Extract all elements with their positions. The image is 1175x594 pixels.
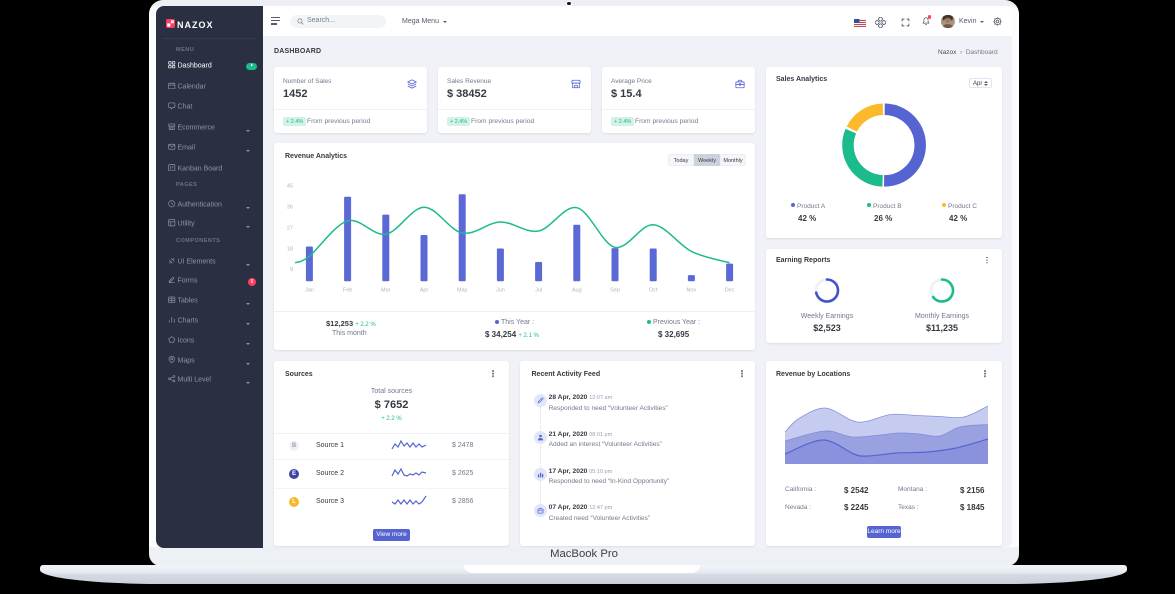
- svg-text:Apr: Apr: [420, 288, 429, 294]
- svg-text:Dec: Dec: [725, 288, 735, 294]
- svg-text:May: May: [457, 288, 468, 294]
- svg-text:Nov: Nov: [687, 288, 697, 294]
- svg-text:Feb: Feb: [343, 288, 352, 294]
- svg-text:18: 18: [287, 247, 293, 253]
- svg-text:45: 45: [287, 184, 293, 190]
- svg-text:9: 9: [290, 267, 293, 273]
- svg-text:Mar: Mar: [381, 288, 391, 294]
- svg-text:Sep: Sep: [610, 288, 620, 294]
- svg-text:Jan: Jan: [305, 288, 314, 294]
- svg-text:Aug: Aug: [572, 288, 582, 294]
- svg-text:27: 27: [287, 226, 293, 232]
- svg-text:Jun: Jun: [496, 288, 505, 294]
- svg-text:Oct: Oct: [649, 288, 658, 294]
- svg-text:36: 36: [287, 205, 293, 211]
- svg-text:Jul: Jul: [535, 288, 542, 294]
